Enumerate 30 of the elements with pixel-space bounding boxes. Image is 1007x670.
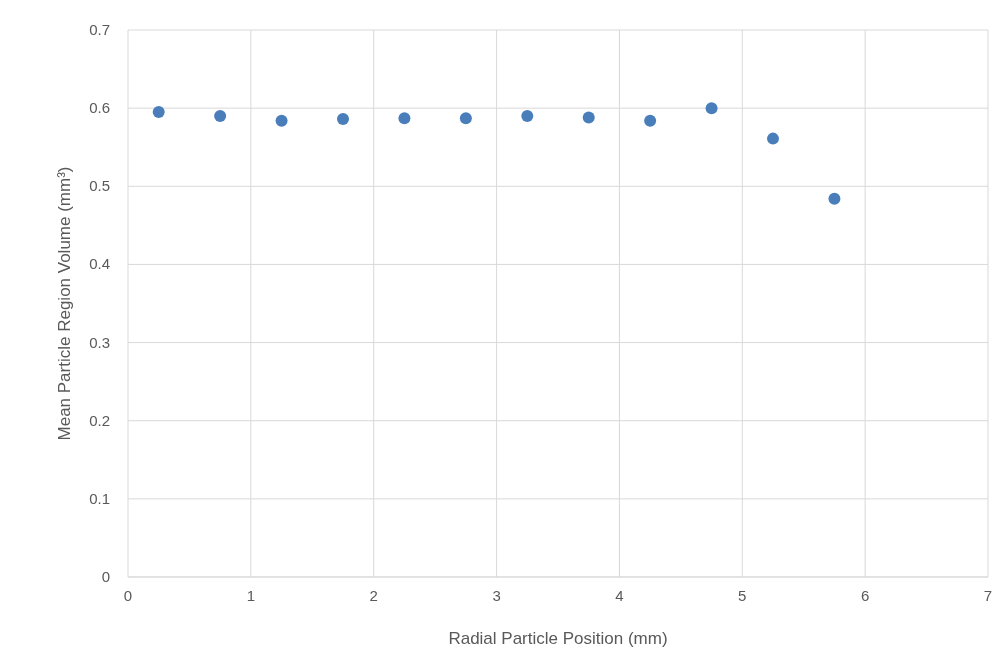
point	[398, 112, 411, 125]
x-tick-label: 0	[123, 587, 133, 604]
point	[337, 113, 349, 126]
y-tick-label: 0.5	[89, 177, 110, 195]
point	[582, 111, 595, 124]
x-tick-label: 4	[615, 587, 624, 604]
point	[644, 114, 657, 127]
y-tick-label: 0.1	[89, 489, 110, 507]
x-tick-label: 6	[860, 587, 870, 604]
y-tick-label: 0.2	[89, 411, 110, 429]
y-tick-label: 0.6	[89, 99, 110, 117]
point	[275, 114, 288, 127]
point	[152, 106, 165, 119]
x-axis-title: Radial Particle Position (mm)	[448, 629, 668, 648]
x-tick-label: 3	[492, 587, 501, 604]
x-tick-label: 7	[983, 587, 993, 604]
x-tick-label: 2	[369, 587, 378, 604]
point	[459, 112, 472, 125]
y-tick-label: 0.3	[89, 333, 110, 351]
y-tick-label: 0.7	[89, 21, 110, 38]
y-tick-label: 0	[101, 568, 110, 585]
point	[828, 192, 841, 205]
x-tick-label: 5	[738, 587, 747, 604]
y-axis-title: Mean Particle Region Volume (mm³)	[55, 166, 74, 441]
point	[767, 132, 779, 145]
point	[705, 102, 718, 115]
y-tick-label: 0.4	[89, 255, 110, 273]
x-tick-label: 1	[246, 587, 256, 604]
point	[214, 109, 227, 122]
point	[521, 109, 534, 122]
